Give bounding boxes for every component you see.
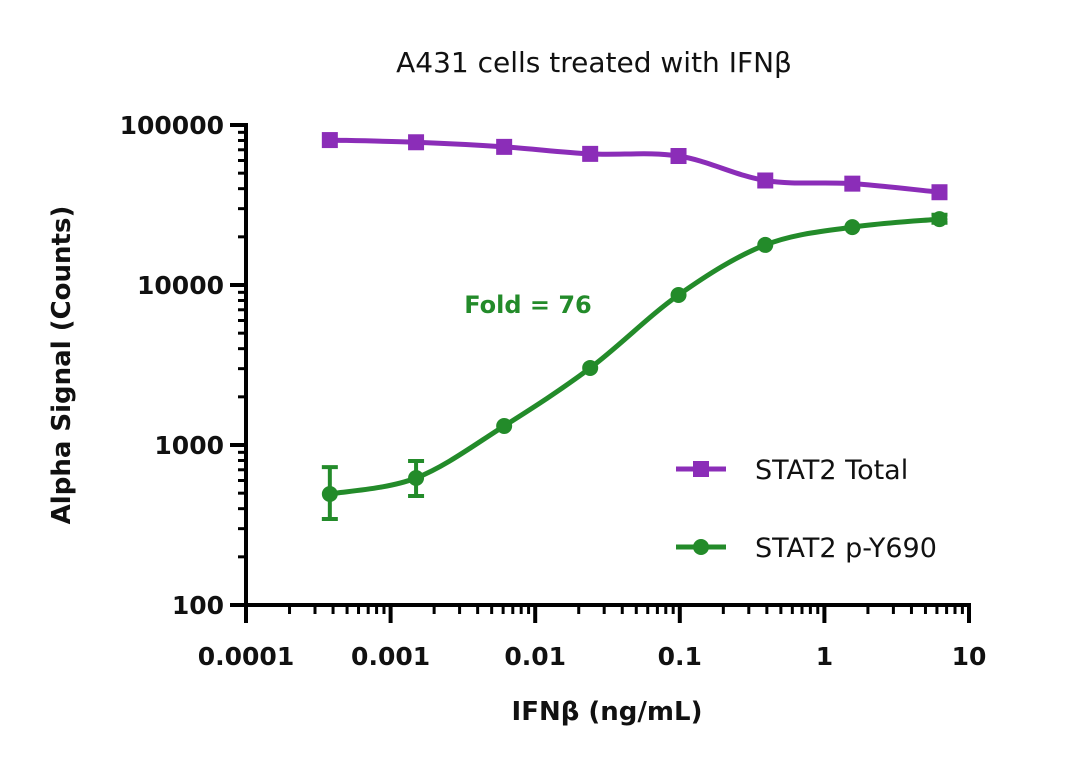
- data-point-square: [408, 134, 425, 151]
- data-point-square: [321, 132, 338, 149]
- x-tick-label: 0.1: [658, 642, 702, 671]
- y-tick-label: 100: [172, 591, 224, 620]
- fit-curve-1: [329, 216, 940, 497]
- data-point-circle: [321, 486, 338, 503]
- y-tick-label: 10000: [137, 271, 224, 300]
- data-point-square: [931, 184, 948, 201]
- legend-circle-marker: [693, 539, 709, 555]
- data-point-square: [757, 172, 774, 189]
- chart-title: A431 cells treated with IFNβ: [396, 46, 792, 79]
- data-point-circle: [757, 236, 774, 253]
- data-point-circle: [670, 286, 687, 303]
- x-tick-label: 1: [816, 642, 833, 671]
- data-point-square: [844, 175, 861, 192]
- data-point-circle: [931, 211, 948, 228]
- y-tick-label: 100000: [120, 111, 224, 140]
- data-point-circle: [844, 219, 861, 236]
- y-tick-label: 1000: [154, 431, 224, 460]
- legend: STAT2 Total STAT2 p-Y690: [676, 455, 937, 564]
- x-tick-label: 0.001: [351, 642, 430, 671]
- x-tick-label: 0.01: [504, 642, 566, 671]
- legend-label: STAT2 p-Y690: [755, 533, 937, 564]
- fit-curve-0: [329, 137, 940, 195]
- data-point-circle: [582, 359, 599, 376]
- data-point-circle: [496, 417, 513, 434]
- data-point-square: [582, 145, 599, 162]
- legend-label: STAT2 Total: [755, 455, 908, 486]
- data-point-square: [496, 138, 513, 155]
- fold-annotation: Fold = 76: [464, 291, 592, 319]
- data-point-circle: [408, 469, 425, 486]
- data-marks: [321, 132, 948, 521]
- axes: 100 1000 10000 100000 0.0001 0.001 0.01 0.1 1 10: [120, 111, 987, 671]
- x-axis-label: IFNβ (ng/mL): [512, 697, 703, 727]
- x-tick-label: 10: [952, 642, 987, 671]
- y-axis-label: Alpha Signal (Counts): [47, 206, 77, 525]
- data-point-square: [670, 148, 687, 165]
- x-tick-label: 0.0001: [198, 642, 294, 671]
- legend-square-marker: [693, 461, 709, 477]
